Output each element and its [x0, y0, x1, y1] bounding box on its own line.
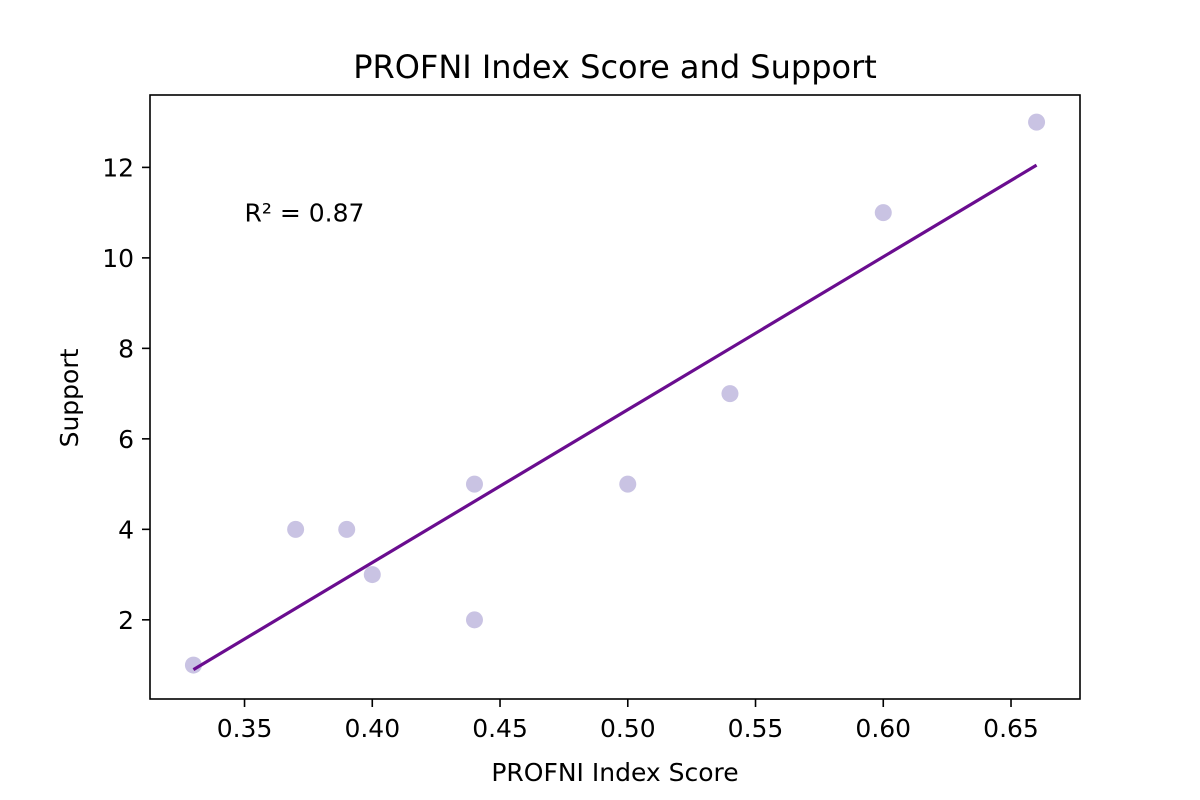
scatter-point-9	[1028, 113, 1046, 131]
scatter-point-7	[721, 385, 739, 403]
x-axis-label: PROFNI Index Score	[491, 758, 738, 787]
y-tick-label-2: 6	[118, 425, 134, 454]
x-tick-label-6: 0.65	[983, 714, 1039, 743]
x-tick-label-2: 0.45	[472, 714, 528, 743]
plot-marks	[184, 113, 1046, 674]
y-tick-label-0: 2	[118, 606, 134, 635]
y-tick-label-4: 10	[102, 244, 134, 273]
trend-line	[192, 163, 1038, 671]
r-squared-annotation: R² = 0.87	[245, 199, 365, 228]
scatter-point-8	[874, 204, 892, 222]
x-tick-label-3: 0.50	[600, 714, 656, 743]
scatter-point-4	[465, 475, 483, 493]
plot-frame	[149, 94, 1081, 700]
scatter-point-0	[184, 656, 202, 674]
x-tick-label-0: 0.35	[217, 714, 273, 743]
y-tick-label-3: 8	[118, 334, 134, 363]
chart-title: PROFNI Index Score and Support	[353, 48, 877, 86]
x-tick-label-5: 0.60	[855, 714, 911, 743]
annotations: R² = 0.87	[245, 199, 365, 228]
x-tick-label-1: 0.40	[344, 714, 400, 743]
scatter-point-2	[338, 520, 356, 538]
scatter-point-6	[619, 475, 637, 493]
x-tick-label-4: 0.55	[728, 714, 784, 743]
axis-ticks: 0.35 0.40 0.45 0.50 0.55 0.60 0.65 2 4 6 8 10 12	[102, 153, 1039, 743]
scatter-point-1	[287, 520, 305, 538]
y-axis-label: Support	[55, 348, 84, 447]
y-tick-label-5: 12	[102, 153, 134, 182]
scatter-point-3	[363, 566, 381, 584]
scatter-point-5	[465, 611, 483, 629]
y-tick-label-1: 4	[118, 515, 134, 544]
